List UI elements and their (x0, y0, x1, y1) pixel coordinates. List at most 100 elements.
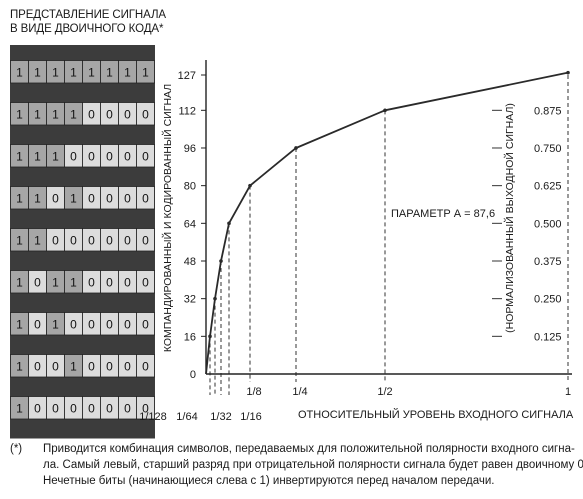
bit-value: 0 (142, 317, 149, 331)
bit-value: 0 (52, 401, 59, 415)
bit-value: 1 (52, 107, 59, 121)
x-tick-label: 1/8 (246, 386, 261, 398)
bit-value: 1 (52, 149, 59, 163)
bit-cell (136, 186, 155, 210)
bit-value: 0 (70, 317, 77, 331)
y2-tick-label: 0.125 (534, 331, 562, 343)
bit-value: 0 (106, 317, 113, 331)
bit-value: 0 (106, 149, 113, 163)
footnote-line: Приводится комбинация символов, передава… (43, 443, 575, 455)
bit-value: 0 (52, 359, 59, 373)
bit-value: 1 (52, 317, 59, 331)
series-layer (205, 70, 570, 375)
bit-value: 0 (124, 149, 131, 163)
bit-value: 0 (88, 275, 95, 289)
bit-value: 1 (70, 275, 77, 289)
bit-value: 1 (142, 65, 149, 79)
x-tick-label: 1/4 (292, 386, 307, 398)
bit-value: 0 (124, 233, 131, 247)
tick-labels: 0 16 32 48 64 80 96 112 127 0.125 0.250 0.375 0.500 0… (139, 70, 571, 423)
data-point (294, 146, 298, 150)
footnote-line: ла. Самый левый, старший разряд при отри… (43, 459, 583, 471)
bit-value: 1 (52, 65, 59, 79)
bit-value: 0 (70, 401, 77, 415)
bit-cell (136, 60, 155, 84)
bit-value: 0 (106, 359, 113, 373)
bit-value: 1 (34, 65, 41, 79)
bit-value: 0 (142, 401, 149, 415)
bit-value: 1 (34, 149, 41, 163)
y2-axis-title: (НОРМАЛИЗОВАННЫЙ ВЫХОДНОЙ СИГНАЛ) (503, 103, 516, 333)
parameter-annotation: ПАРАМЕТР А = 87,6 (391, 208, 495, 220)
bit-value: 0 (88, 191, 95, 205)
bit-value: 0 (88, 401, 95, 415)
bit-cell (136, 144, 155, 168)
bit-value: 0 (70, 233, 77, 247)
bit-value: 0 (124, 359, 131, 373)
data-point (219, 259, 223, 263)
bit-value: 0 (142, 359, 149, 373)
companding-chart: 1 1 1 1 1 1 1 11 1 1 1 0 0 0 01 1 1 0 0 0 0 01 1 0 1 0 0 0 01 1 0 0 0 0 0 0… (10, 45, 574, 439)
bit-value: 0 (124, 401, 131, 415)
bit-value: 1 (70, 359, 77, 373)
bit-cell (136, 354, 155, 378)
bit-value: 1 (16, 191, 23, 205)
bit-value: 0 (34, 401, 41, 415)
bit-value: 0 (106, 191, 113, 205)
y-tick-label: 48 (184, 256, 196, 268)
bit-value: 0 (34, 359, 41, 373)
y2-tick-label: 0.375 (534, 256, 562, 268)
bit-value: 0 (124, 275, 131, 289)
bit-value: 0 (124, 317, 131, 331)
bit-value: 0 (106, 275, 113, 289)
footnote-text: Приводится комбинация символов, передава… (43, 441, 583, 489)
data-point (213, 296, 217, 301)
bit-value: 1 (16, 275, 23, 289)
bit-value: 1 (88, 65, 95, 79)
bit-value: 1 (16, 65, 23, 79)
x-tick-label: 1/64 (176, 411, 197, 423)
x-tick-label: 1/16 (240, 411, 261, 423)
data-point (248, 183, 252, 188)
bit-value: 0 (142, 233, 149, 247)
bit-value: 1 (124, 65, 131, 79)
bit-value: 1 (16, 359, 23, 373)
table-header-line-2: В ВИДЕ ДВОИЧНОГО КОДА* (10, 23, 164, 35)
y-axis-title: КОМПАНДИРОВАННЫЙ И КОДИРОВАННЫЙ СИГНАЛ (161, 84, 174, 352)
bit-value: 0 (106, 401, 113, 415)
y-tick-label: 0 (190, 369, 196, 381)
data-point (208, 334, 212, 339)
y2-tick-label: 0.875 (534, 105, 562, 117)
bit-value: 0 (88, 233, 95, 247)
bit-value: 1 (16, 233, 23, 247)
bit-value: 1 (34, 233, 41, 247)
bit-value: 1 (52, 275, 59, 289)
bit-value: 0 (142, 275, 149, 289)
bit-value: 1 (16, 149, 23, 163)
bit-value: 0 (88, 317, 95, 331)
data-point (566, 70, 570, 75)
y-tick-label: 64 (184, 218, 196, 230)
x-tick-label: 1/128 (139, 411, 167, 423)
y-tick-label: 127 (178, 70, 196, 82)
y-tick-label: 112 (178, 105, 196, 117)
binary-code-table: 1 1 1 1 1 1 1 11 1 1 1 0 0 0 01 1 1 0 0 0 0 01 1 0 1 0 0 0 01 1 0 0 0 0 0 0… (10, 45, 155, 439)
footnote-mark: (*) (10, 443, 23, 455)
bit-cell (136, 228, 155, 252)
y-tick-label: 80 (184, 181, 196, 193)
y-tick-label: 16 (184, 331, 196, 343)
bit-value: 1 (70, 107, 77, 121)
bit-value: 1 (34, 191, 41, 205)
bit-value: 1 (16, 401, 23, 415)
y2-tick-label: 0.500 (534, 218, 562, 230)
bit-value: 0 (88, 107, 95, 121)
bit-value: 0 (34, 317, 41, 331)
bit-value: 0 (124, 107, 131, 121)
bit-value: 0 (52, 191, 59, 205)
